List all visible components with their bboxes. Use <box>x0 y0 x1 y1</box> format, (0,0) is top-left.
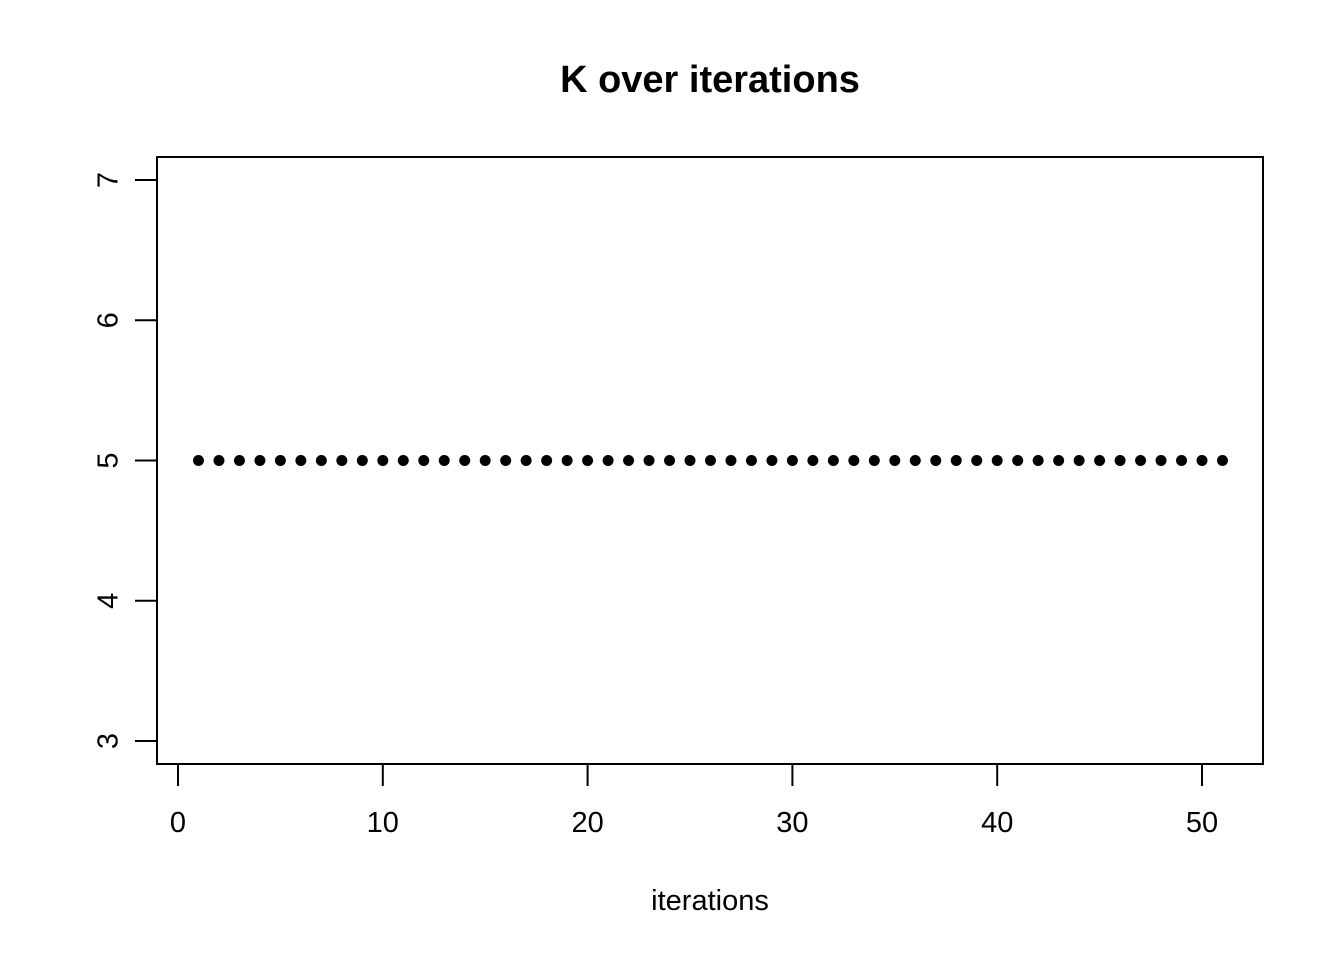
data-point <box>1216 455 1228 466</box>
data-point <box>1155 455 1167 466</box>
data-point <box>315 455 327 466</box>
data-point <box>500 455 512 466</box>
x-tick-label: 0 <box>170 807 186 839</box>
x-tick-label: 50 <box>1186 807 1218 839</box>
data-point <box>991 455 1003 466</box>
data-point <box>684 455 696 466</box>
data-point <box>356 455 368 466</box>
y-axis: 3 4 5 6 7 <box>93 172 158 749</box>
data-point <box>254 455 266 466</box>
data-point <box>541 455 553 466</box>
data-point <box>213 455 225 466</box>
data-point <box>336 455 348 466</box>
x-tick-label: 10 <box>367 807 399 839</box>
data-point <box>1114 455 1126 466</box>
data-point <box>786 455 798 466</box>
y-tick-label: 6 <box>93 312 125 328</box>
data-point <box>459 455 471 466</box>
data-point <box>192 455 204 466</box>
x-tick-label: 30 <box>776 807 808 839</box>
data-point <box>602 455 614 466</box>
data-point <box>561 455 573 466</box>
data-point <box>418 455 430 466</box>
data-point <box>950 455 962 466</box>
data-point <box>807 455 819 466</box>
data-point <box>623 455 635 466</box>
data-point <box>868 455 880 466</box>
data-point <box>971 455 983 466</box>
y-tick-label: 3 <box>93 733 125 749</box>
data-point <box>643 455 655 466</box>
data-point <box>889 455 901 466</box>
data-point <box>479 455 491 466</box>
data-point <box>377 455 389 466</box>
data-point <box>233 455 245 466</box>
data-points <box>192 455 1228 466</box>
data-point <box>848 455 860 466</box>
data-point <box>1012 455 1024 466</box>
data-point <box>1094 455 1106 466</box>
data-point <box>827 455 839 466</box>
x-tick-label: 20 <box>571 807 603 839</box>
data-point <box>1135 455 1147 466</box>
data-point <box>704 455 716 466</box>
data-point <box>1176 455 1188 466</box>
x-axis: 0 10 20 30 40 50 <box>170 763 1218 839</box>
data-point <box>274 455 286 466</box>
data-point <box>397 455 409 466</box>
data-point <box>438 455 450 466</box>
data-point <box>295 455 307 466</box>
data-point <box>745 455 757 466</box>
y-tick-label: 5 <box>93 452 125 468</box>
data-point <box>1073 455 1085 466</box>
data-point <box>725 455 737 466</box>
data-point <box>664 455 676 466</box>
data-point <box>1032 455 1044 466</box>
data-point <box>1196 455 1208 466</box>
x-axis-label: iterations <box>651 885 769 917</box>
x-tick-label: 40 <box>981 807 1013 839</box>
chart-title: K over iterations <box>560 59 860 101</box>
data-point <box>766 455 778 466</box>
y-tick-label: 7 <box>93 172 125 188</box>
data-point <box>520 455 532 466</box>
y-tick-label: 4 <box>93 593 125 609</box>
data-point <box>1053 455 1065 466</box>
data-point <box>930 455 942 466</box>
data-point <box>582 455 594 466</box>
data-point <box>909 455 921 466</box>
